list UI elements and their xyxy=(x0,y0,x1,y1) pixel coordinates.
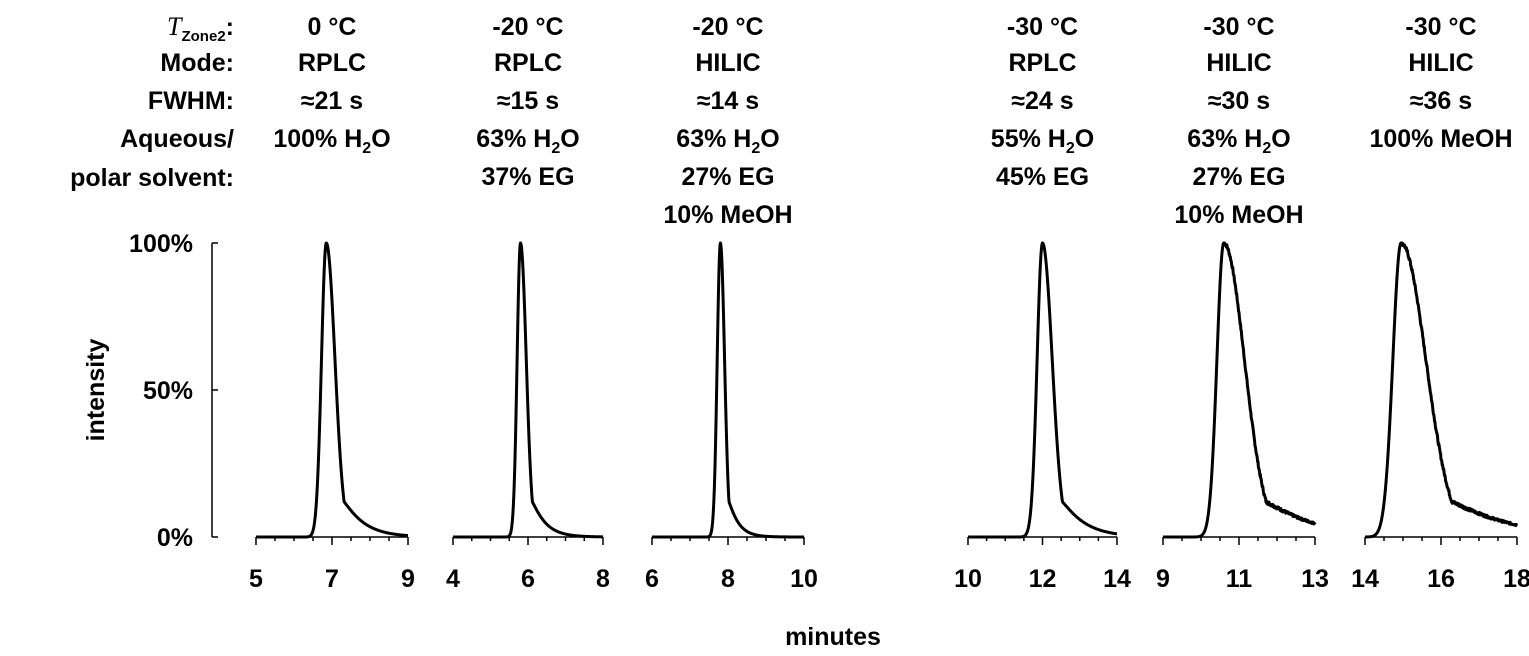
chromatogram-trace xyxy=(650,241,806,539)
temperature-label: -20 °C xyxy=(492,13,564,41)
fwhm-label: ≈14 s xyxy=(696,87,760,115)
row-label-polar-solvent: polar solvent: xyxy=(70,164,234,192)
solvent-label: 63% H2O xyxy=(676,125,780,157)
x-tick-label: 13 xyxy=(1301,565,1329,593)
temperature-label: -20 °C xyxy=(692,13,764,41)
fwhm-label: ≈24 s xyxy=(1011,87,1074,115)
x-tick-label: 4 xyxy=(446,565,460,593)
x-tick-label: 10 xyxy=(790,565,818,593)
y-axis-label: intensity xyxy=(82,339,110,442)
mode-label: HILIC xyxy=(1408,49,1474,77)
solvent-label: 63% H2O xyxy=(476,125,580,157)
fwhm-label: ≈36 s xyxy=(1409,87,1473,115)
y-tick-label: 0% xyxy=(157,524,193,552)
x-tick-label: 9 xyxy=(1156,565,1170,593)
temperature-label: -30 °C xyxy=(1405,13,1477,41)
solvent-label: 27% EG xyxy=(1192,163,1286,191)
solvent-label: 10% MeOH xyxy=(1174,201,1304,229)
x-tick-label: 8 xyxy=(596,565,610,593)
temperature-label: 0 °C xyxy=(307,13,357,41)
x-tick-label: 18 xyxy=(1503,565,1529,593)
solvent-label: 100% H2O xyxy=(273,125,391,157)
x-tick-label: 6 xyxy=(521,565,535,593)
temperature-label: -30 °C xyxy=(1006,13,1079,41)
x-tick-label: 6 xyxy=(645,565,659,593)
mode-label: RPLC xyxy=(1008,49,1077,77)
mode-label: RPLC xyxy=(297,49,367,77)
x-tick-label: 11 xyxy=(1226,565,1253,593)
row-label-fwhm: FWHM: xyxy=(147,87,234,115)
x-tick-label: 5 xyxy=(249,565,263,593)
fwhm-label: ≈15 s xyxy=(496,87,560,115)
x-axis-label: minutes xyxy=(785,623,881,651)
solvent-label: 45% EG xyxy=(995,163,1090,191)
y-tick-label: 50% xyxy=(143,377,193,405)
mode-label: RPLC xyxy=(493,49,563,77)
y-tick-label: 100% xyxy=(129,230,193,258)
chromatogram-trace xyxy=(1161,241,1317,539)
solvent-label: 37% EG xyxy=(481,163,575,191)
x-tick-label: 8 xyxy=(721,565,735,593)
x-tick-label: 14 xyxy=(1351,565,1379,593)
fwhm-label: ≈30 s xyxy=(1207,87,1271,115)
row-label-tzone: TZone2: xyxy=(167,12,234,46)
row-label-mode: Mode: xyxy=(160,49,234,77)
solvent-label: 55% H2O xyxy=(990,125,1095,157)
fwhm-label: ≈21 s xyxy=(300,87,364,115)
x-tick-label: 12 xyxy=(1029,565,1057,593)
x-tick-label: 10 xyxy=(954,565,982,593)
chromatogram-trace xyxy=(451,241,605,539)
chromatogram-trace xyxy=(254,241,410,539)
mode-label: HILIC xyxy=(1206,49,1272,77)
row-label-aqueous: Aqueous/ xyxy=(120,125,234,153)
chromatogram-trace xyxy=(966,241,1119,539)
solvent-label: 100% MeOH xyxy=(1369,125,1513,153)
x-tick-label: 9 xyxy=(401,565,415,593)
solvent-label: 27% EG xyxy=(681,163,775,191)
temperature-label: -30 °C xyxy=(1203,13,1275,41)
chromatogram-trace xyxy=(1363,241,1519,539)
solvent-label: 63% H2O xyxy=(1187,125,1291,157)
x-tick-label: 16 xyxy=(1427,565,1455,593)
mode-label: HILIC xyxy=(695,49,761,77)
x-tick-label: 7 xyxy=(325,565,339,593)
solvent-label: 10% MeOH xyxy=(663,201,793,229)
x-tick-label: 14 xyxy=(1103,565,1131,593)
